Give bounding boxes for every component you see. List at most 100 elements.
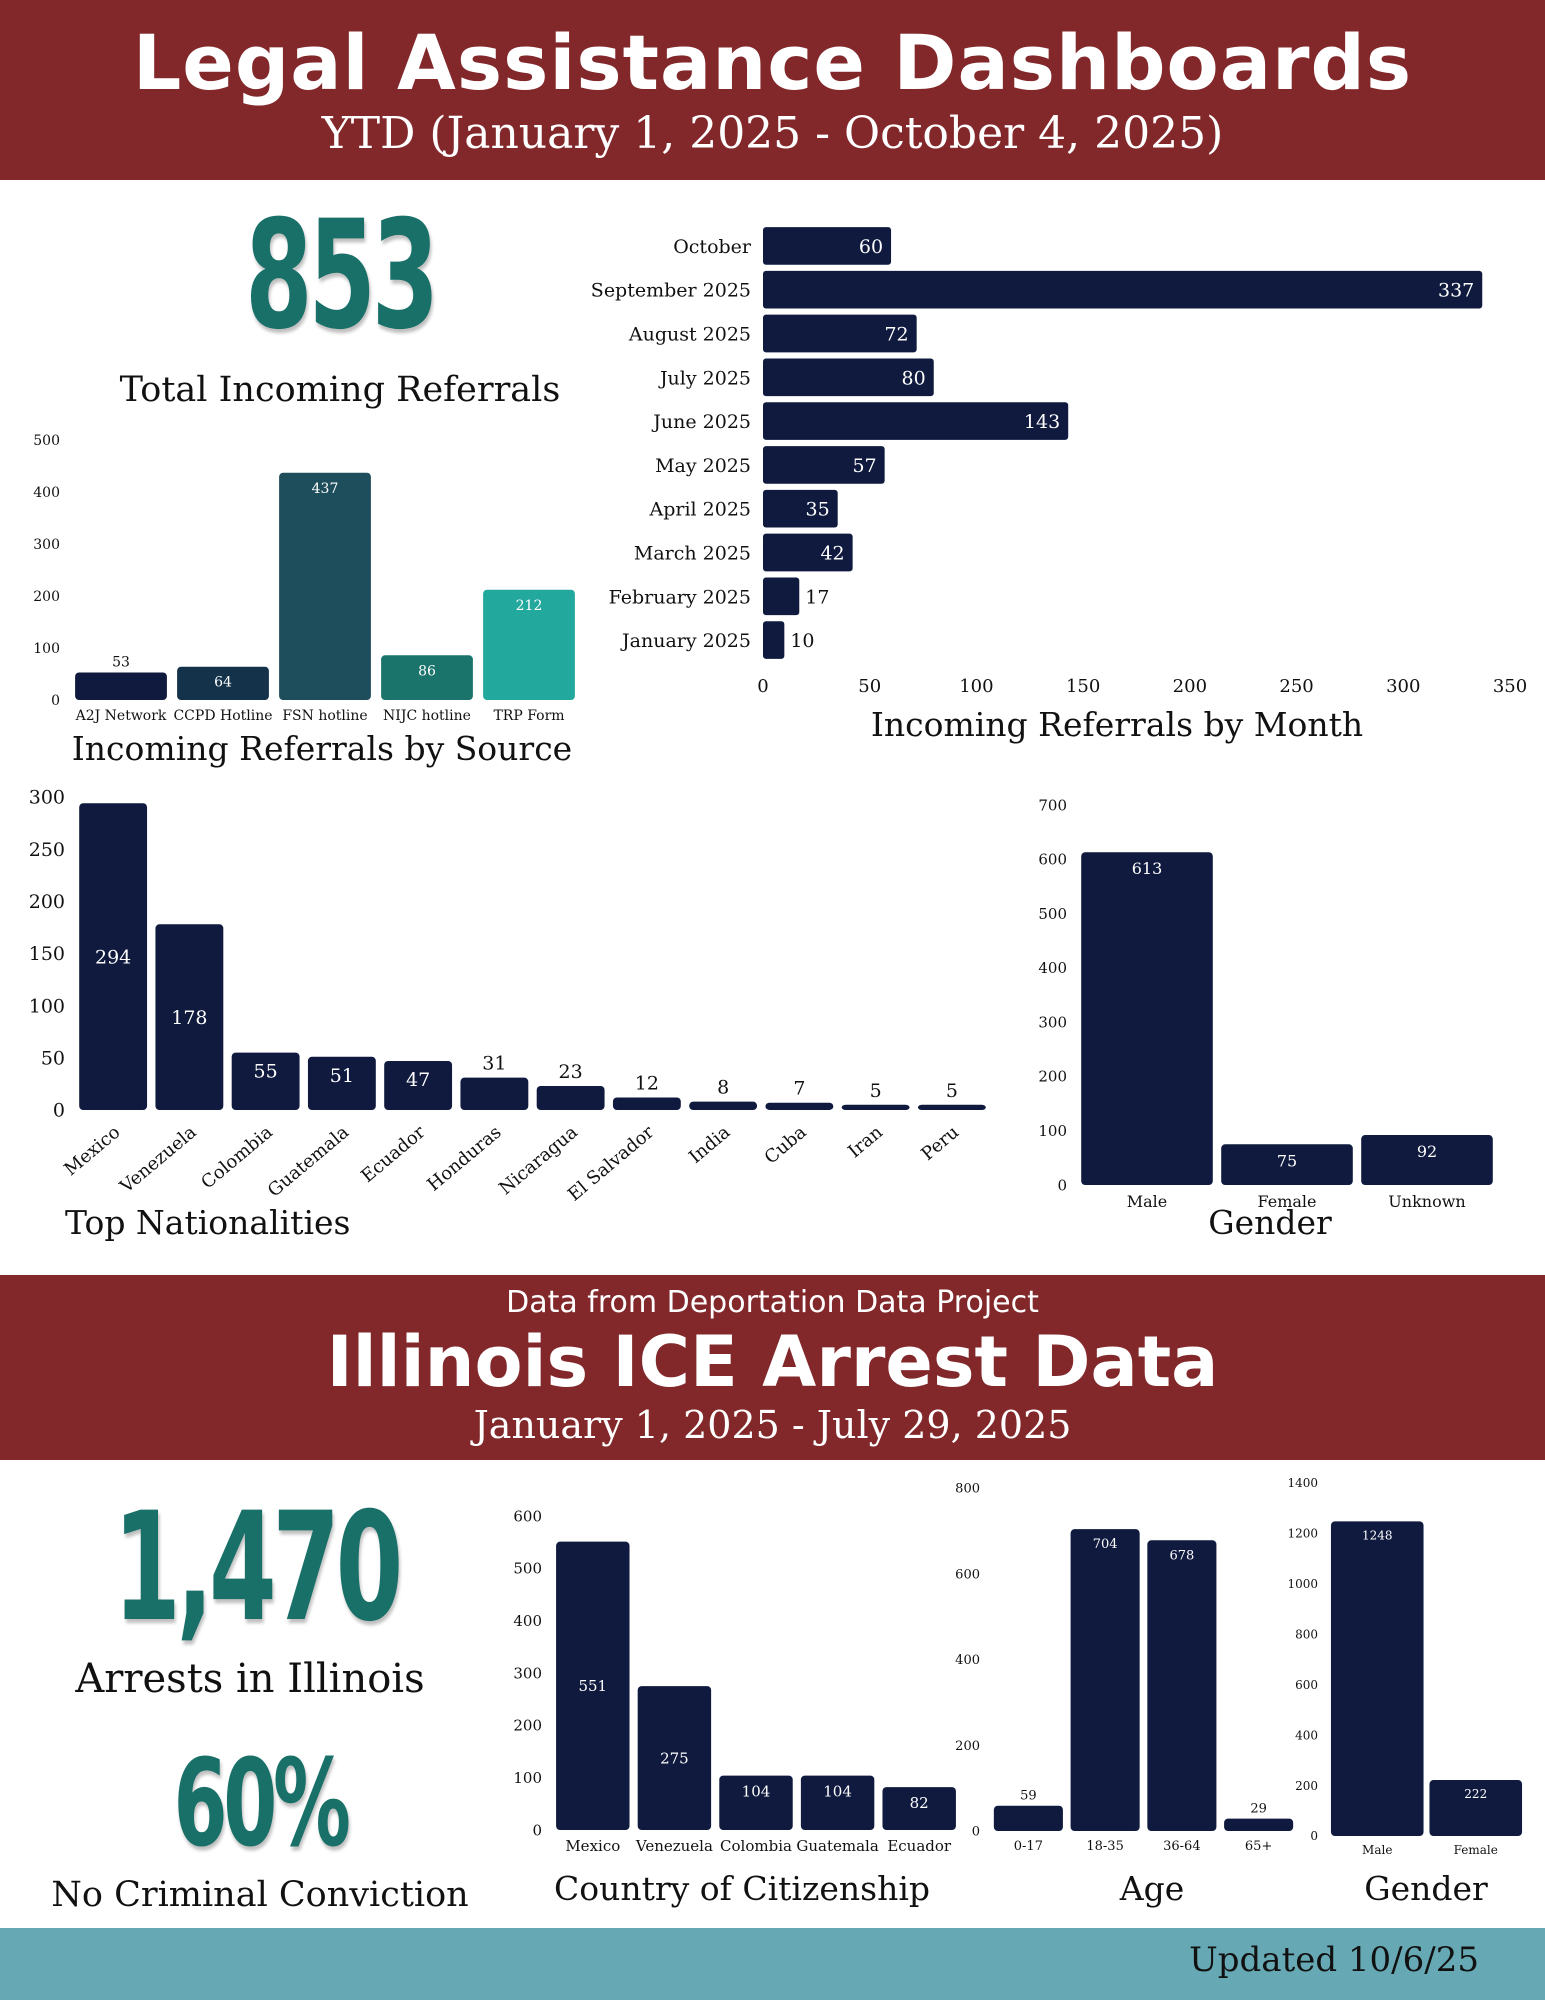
x-tick-label: Guatemala xyxy=(796,1837,878,1855)
data-label: 613 xyxy=(1132,859,1163,878)
ice-arrest-band: Data from Deportation Data Project Illin… xyxy=(0,1275,1545,1460)
chart-top-nationalities: 0 50 100 150 200 250 300 294 Mexico 178 Venezuela 5… xyxy=(29,787,986,1242)
bar-may-2025 xyxy=(763,446,885,484)
total-referrals-value: 853 xyxy=(245,189,439,363)
bar-venezuela xyxy=(637,1686,712,1830)
x-tick-label: A2J Network xyxy=(75,708,167,724)
data-label: 222 xyxy=(1464,1787,1487,1801)
y-tick-label: 800 xyxy=(955,1482,980,1497)
bar-el-salvador xyxy=(612,1097,681,1110)
data-label: 75 xyxy=(1277,1151,1297,1170)
data-label: 1248 xyxy=(1362,1528,1393,1542)
data-label: 47 xyxy=(406,1069,430,1091)
y-tick-label: 0 xyxy=(53,1100,65,1122)
y-tick-label: June 2025 xyxy=(651,411,751,433)
data-label: 42 xyxy=(820,543,844,565)
data-label: 17 xyxy=(805,586,829,608)
y-tick-label: 300 xyxy=(1038,1013,1067,1031)
y-tick-label: 200 xyxy=(955,1739,980,1754)
data-label: 23 xyxy=(559,1061,583,1083)
x-tick-label: Male xyxy=(1127,1192,1168,1211)
data-label: 7 xyxy=(793,1078,805,1100)
bar-ecuador xyxy=(384,1060,453,1110)
x-tick-label: Mexico xyxy=(60,1122,124,1180)
y-tick-label: 400 xyxy=(1295,1728,1318,1742)
data-label: 12 xyxy=(635,1072,659,1094)
x-tick-label: 350 xyxy=(1493,676,1527,697)
page-subtitle: YTD (January 1, 2025 - October 4, 2025) xyxy=(321,108,1224,159)
bar-peru xyxy=(917,1104,986,1110)
x-tick-label: 150 xyxy=(1066,676,1100,697)
y-tick-label: October xyxy=(673,236,752,258)
chart-referrals-by-source: 0 100 200 300 400 500 53 A2J Network 64 CCPD Hotl… xyxy=(33,433,575,768)
footer-band: Updated 10/6/25 xyxy=(0,1928,1545,2000)
data-label: 80 xyxy=(902,367,926,389)
x-tick-label: CCPD Hotline xyxy=(173,708,272,724)
page-title: Legal Assistance Dashboards xyxy=(132,18,1413,107)
x-tick-label: 50 xyxy=(858,676,881,697)
y-tick-label: 300 xyxy=(513,1664,542,1682)
y-tick-label: January 2025 xyxy=(620,630,751,652)
bar-18-35 xyxy=(1070,1529,1140,1831)
y-tick-label: 0 xyxy=(972,1825,980,1840)
x-tick-label: 0 xyxy=(757,676,768,697)
data-label: 82 xyxy=(910,1794,929,1812)
y-tick-label: 0 xyxy=(532,1821,542,1839)
arrests-label: Arrests in Illinois xyxy=(75,1656,425,1702)
bar-trp-form xyxy=(483,589,575,700)
data-label: 31 xyxy=(482,1053,506,1075)
bar-june-2025 xyxy=(763,402,1069,440)
bar-65- xyxy=(1224,1818,1294,1831)
x-tick-label: 200 xyxy=(1173,676,1207,697)
chart-title: Age xyxy=(1119,1869,1185,1908)
bar-september-2025 xyxy=(763,270,1483,309)
x-tick-label: Honduras xyxy=(423,1122,505,1196)
x-tick-label: Cuba xyxy=(761,1122,811,1169)
bar-iran xyxy=(841,1104,910,1110)
y-tick-label: 400 xyxy=(33,485,60,501)
data-label: 143 xyxy=(1024,411,1060,433)
bar-fsn-hotline xyxy=(279,472,371,700)
bar-female xyxy=(1429,1780,1523,1836)
y-tick-label: 300 xyxy=(33,537,60,553)
chart-gender-arrests: 0 200 400 600 800 1000 1200 1400 1248 Male 222 Fema… xyxy=(1287,1476,1523,1908)
data-label: 275 xyxy=(660,1749,689,1767)
y-tick-label: 500 xyxy=(513,1560,542,1578)
x-tick-label: Venezuela xyxy=(115,1122,200,1198)
data-label: 437 xyxy=(312,481,339,497)
data-label: 8 xyxy=(717,1077,729,1099)
data-label: 86 xyxy=(418,663,436,679)
data-label: 35 xyxy=(806,499,830,521)
y-tick-label: July 2025 xyxy=(658,367,751,389)
data-label: 51 xyxy=(330,1065,354,1087)
bar-ecuador xyxy=(882,1787,956,1830)
total-referrals-label: Total Incoming Referrals xyxy=(119,370,561,410)
chart-title: Country of Citizenship xyxy=(554,1869,930,1908)
data-label: 104 xyxy=(823,1783,852,1801)
bar-ccpd-hotline xyxy=(177,666,269,700)
x-tick-label: Female xyxy=(1454,1843,1498,1857)
ice-section-title: Illinois ICE Arrest Data xyxy=(326,1321,1219,1403)
y-tick-label: 200 xyxy=(29,891,65,913)
data-label: 29 xyxy=(1250,1802,1267,1817)
x-tick-label: India xyxy=(685,1122,734,1168)
y-tick-label: 600 xyxy=(1038,851,1067,869)
data-label: 72 xyxy=(884,324,908,346)
data-label: 64 xyxy=(214,675,232,691)
y-tick-label: 50 xyxy=(41,1047,65,1069)
ice-section-subtitle: January 1, 2025 - July 29, 2025 xyxy=(473,1403,1072,1447)
bar-guatemala xyxy=(307,1056,376,1110)
y-tick-label: 100 xyxy=(33,641,60,657)
data-label: 104 xyxy=(742,1783,771,1801)
y-tick-label: 100 xyxy=(29,995,65,1017)
data-label: 92 xyxy=(1417,1142,1437,1161)
data-label: 10 xyxy=(790,630,814,652)
data-label: 55 xyxy=(254,1061,278,1083)
chart-title: Top Nationalities xyxy=(65,1203,350,1242)
data-label: 337 xyxy=(1438,280,1474,302)
y-tick-label: 0 xyxy=(1057,1176,1067,1194)
bar-colombia xyxy=(231,1052,300,1110)
x-tick-label: Ecuador xyxy=(887,1837,952,1855)
y-tick-label: 400 xyxy=(955,1653,980,1668)
bar-male xyxy=(1330,1521,1424,1836)
